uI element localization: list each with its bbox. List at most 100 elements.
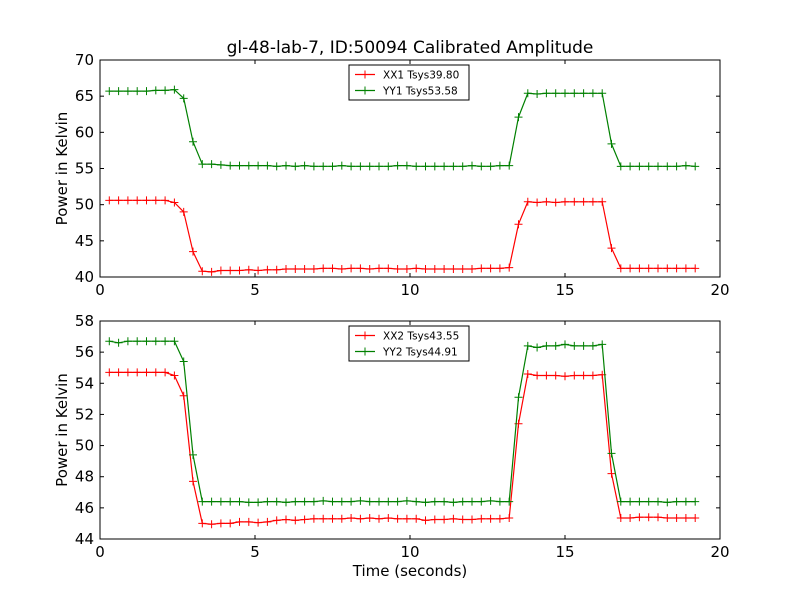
series-line bbox=[109, 89, 696, 167]
data-point bbox=[570, 371, 579, 380]
data-point bbox=[551, 341, 560, 350]
data-point bbox=[179, 357, 188, 366]
data-point bbox=[691, 264, 700, 273]
data-point bbox=[151, 196, 160, 205]
series-line bbox=[109, 340, 696, 504]
data-point bbox=[458, 162, 467, 171]
data-point bbox=[402, 496, 411, 505]
y-tick-label: 44 bbox=[75, 530, 94, 548]
data-point bbox=[551, 198, 560, 207]
data-point bbox=[681, 161, 690, 170]
data-point bbox=[375, 162, 383, 171]
data-point bbox=[226, 519, 235, 528]
data-point bbox=[607, 244, 616, 253]
data-point bbox=[198, 267, 207, 276]
data-point bbox=[123, 368, 132, 377]
data-point bbox=[477, 514, 486, 523]
series-line bbox=[109, 199, 696, 273]
data-point bbox=[142, 337, 151, 346]
data-point bbox=[151, 337, 160, 346]
data-point bbox=[635, 497, 644, 506]
y-tick-label: 46 bbox=[75, 499, 94, 517]
data-point bbox=[133, 337, 142, 346]
data-point bbox=[421, 162, 430, 171]
data-point bbox=[663, 513, 672, 522]
data-point bbox=[616, 162, 625, 171]
data-point bbox=[402, 514, 411, 523]
data-point bbox=[328, 162, 337, 171]
data-point bbox=[663, 498, 672, 507]
data-point bbox=[272, 265, 281, 274]
data-point bbox=[449, 514, 458, 523]
data-point bbox=[672, 497, 681, 506]
y-tick-label: 65 bbox=[75, 87, 94, 105]
data-point bbox=[254, 266, 263, 275]
data-point bbox=[189, 477, 197, 486]
data-point bbox=[598, 89, 607, 98]
data-point bbox=[393, 265, 402, 274]
data-point bbox=[440, 162, 449, 171]
legend-marker bbox=[361, 347, 369, 356]
data-point bbox=[523, 341, 532, 350]
data-point bbox=[123, 337, 132, 346]
y-tick-label: 54 bbox=[75, 374, 94, 392]
x-tick-label: 5 bbox=[250, 543, 260, 561]
data-point bbox=[691, 497, 700, 506]
data-point bbox=[170, 198, 179, 207]
data-point bbox=[300, 497, 309, 506]
data-point bbox=[542, 341, 551, 350]
data-point bbox=[468, 265, 476, 274]
data-point bbox=[337, 514, 346, 523]
data-point bbox=[254, 161, 263, 170]
data-point bbox=[616, 513, 625, 522]
y-tick-label: 48 bbox=[75, 468, 94, 486]
x-tick-label: 0 bbox=[95, 281, 105, 299]
data-point bbox=[384, 264, 393, 273]
data-point bbox=[412, 497, 421, 506]
data-point bbox=[226, 497, 235, 506]
y-axis-label: Power in Kelvin bbox=[53, 112, 71, 226]
data-point bbox=[309, 265, 318, 274]
data-point bbox=[542, 371, 551, 380]
data-point bbox=[533, 198, 542, 207]
data-point bbox=[179, 207, 188, 216]
data-point bbox=[328, 264, 337, 273]
data-point bbox=[607, 449, 616, 458]
data-point bbox=[375, 264, 383, 273]
data-point bbox=[681, 264, 690, 273]
data-point bbox=[412, 514, 421, 523]
x-tick-label: 10 bbox=[400, 543, 419, 561]
data-point bbox=[244, 498, 253, 507]
data-point bbox=[570, 341, 579, 350]
data-point bbox=[430, 162, 439, 171]
y-tick-label: 55 bbox=[75, 160, 94, 178]
data-point bbox=[216, 497, 225, 506]
y-tick-label: 60 bbox=[75, 123, 94, 141]
data-point bbox=[663, 162, 672, 171]
data-point bbox=[533, 89, 542, 98]
data-point bbox=[384, 513, 393, 522]
data-point bbox=[356, 514, 365, 523]
x-tick-label: 20 bbox=[710, 543, 729, 561]
data-point bbox=[272, 497, 281, 506]
data-point bbox=[226, 266, 235, 275]
data-point bbox=[542, 197, 551, 206]
data-point bbox=[300, 515, 309, 524]
x-tick-label: 15 bbox=[555, 543, 574, 561]
data-point bbox=[189, 247, 197, 256]
legend-marker bbox=[361, 86, 369, 95]
data-point bbox=[114, 338, 123, 347]
data-point bbox=[337, 161, 346, 170]
data-point bbox=[681, 513, 690, 522]
data-point bbox=[495, 497, 504, 506]
data-point bbox=[207, 497, 216, 506]
data-point bbox=[412, 162, 421, 171]
data-point bbox=[291, 516, 300, 525]
data-point bbox=[365, 497, 374, 506]
data-point bbox=[123, 196, 132, 205]
legend: XX2 Tsys43.55 YY2 Tsys44.91 bbox=[348, 325, 470, 362]
data-point bbox=[393, 161, 402, 170]
data-point bbox=[365, 162, 374, 171]
data-point bbox=[644, 513, 653, 522]
